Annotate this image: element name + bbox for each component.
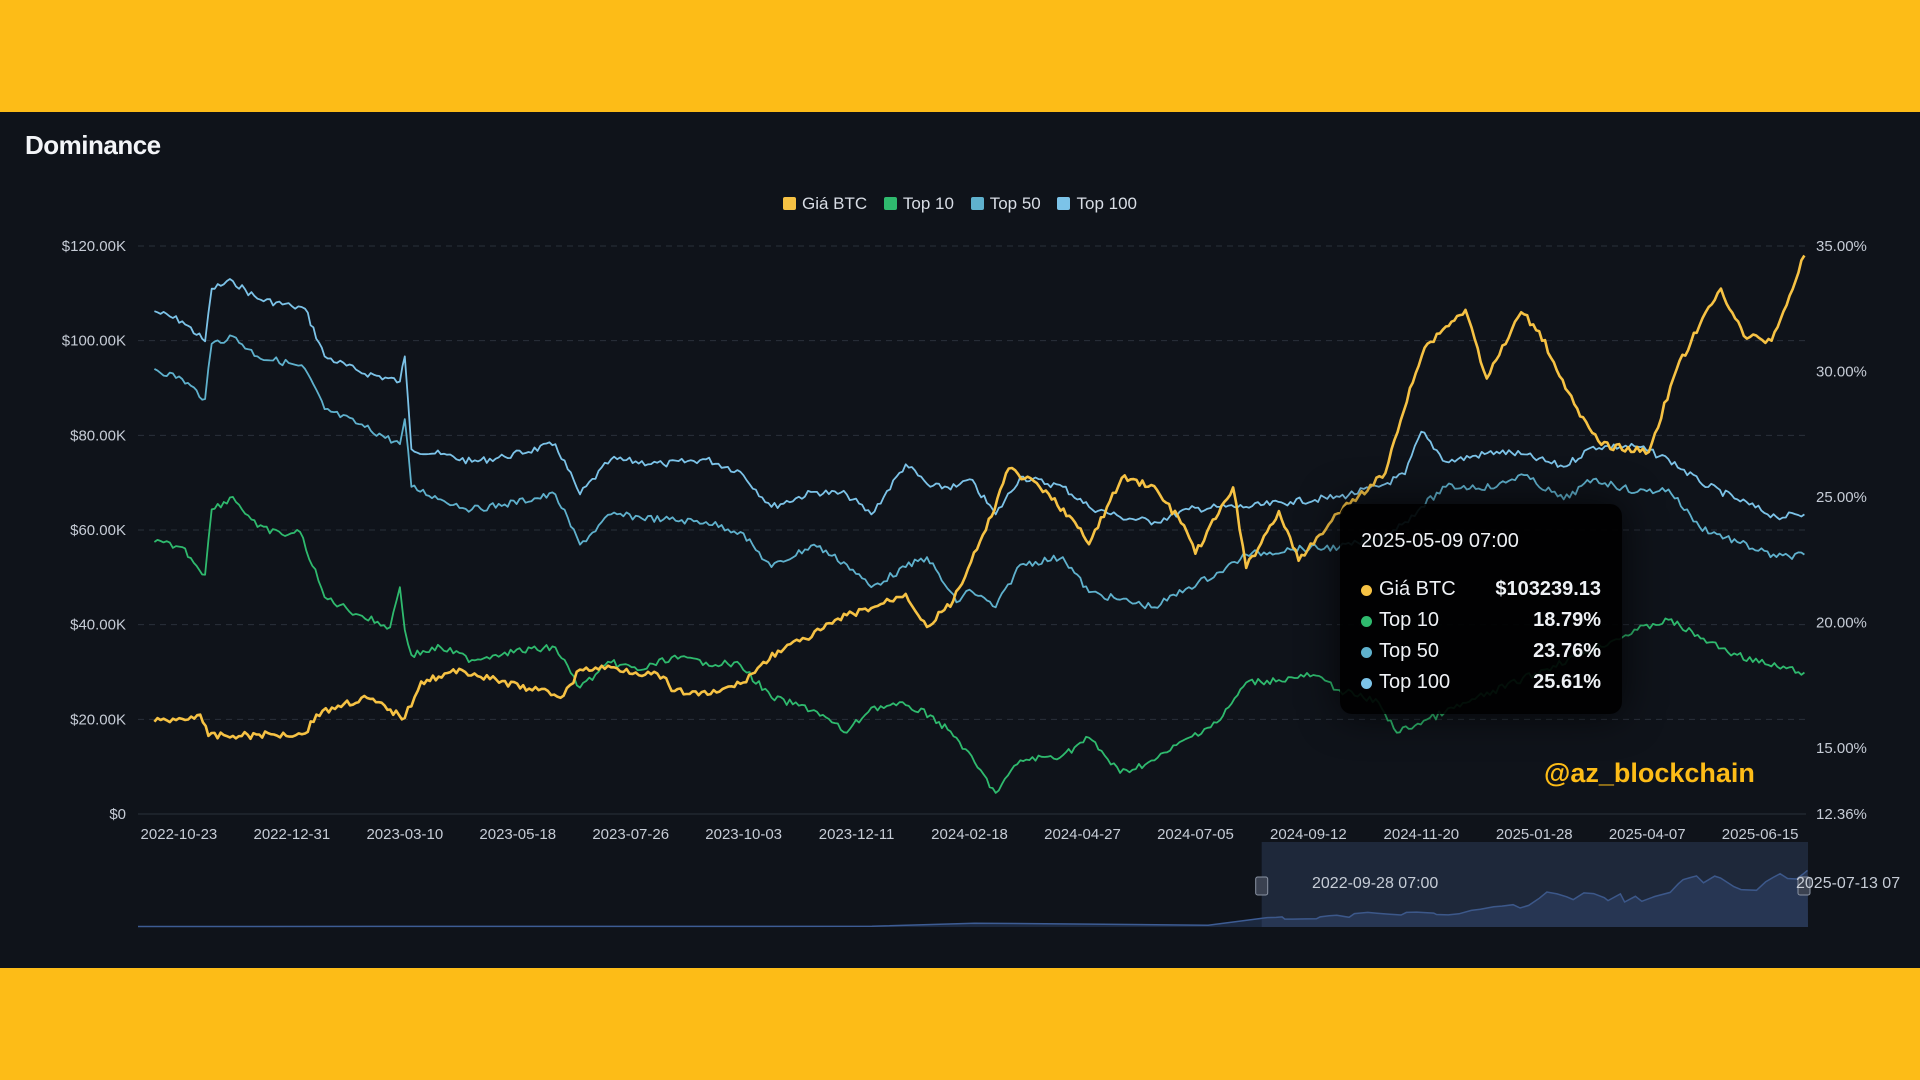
x-axis-tick-label: 2024-02-18	[931, 826, 1008, 843]
navigator-area	[138, 870, 1808, 927]
legend-swatch-btc	[783, 197, 796, 210]
tooltip-value-top10: 18.79%	[1533, 609, 1601, 631]
right-axis-tick-label: 35.00%	[1816, 238, 1867, 255]
x-axis-tick-label: 2022-12-31	[254, 826, 331, 843]
tooltip-value-btc: $103239.13	[1495, 578, 1601, 600]
x-axis-tick-label: 2024-11-20	[1384, 826, 1460, 843]
chart-panel: Dominance Giá BTC Top 10 Top 50 Top 100 …	[0, 112, 1920, 968]
tooltip-value-top50: 23.76%	[1533, 640, 1601, 662]
left-axis-tick-label: $80.00K	[70, 427, 126, 444]
x-axis-tick-label: 2025-01-28	[1496, 826, 1573, 843]
legend-swatch-top50	[970, 197, 984, 210]
legend-label-top10: Top 10	[902, 194, 954, 213]
navigator-handle-left[interactable]	[1255, 876, 1269, 896]
x-axis-tick-label: 2023-12-11	[819, 826, 895, 843]
legend-item-top50[interactable]: Top 50	[970, 194, 1041, 214]
tooltip-dot-top10	[1361, 616, 1372, 627]
x-axis-labels: 2022-10-23 2022-12-31 2023-03-10 2023-05-18…	[141, 826, 1799, 843]
left-axis-labels: $0 $20.00K $40.00K $60.00K $80.00K $100.00K $1…	[62, 238, 126, 823]
tooltip-value-top100: 25.61%	[1533, 671, 1601, 693]
tooltip-label-top50: Top 50	[1379, 640, 1440, 662]
tooltip-row-top10: Top 10 18.79%	[1361, 609, 1601, 635]
navigator-handle-right[interactable]	[1797, 876, 1811, 896]
chart-title: Dominance	[25, 130, 161, 160]
x-axis-tick-label: 2023-07-26	[592, 826, 669, 843]
legend-swatch-top100	[1057, 197, 1071, 210]
right-axis-tick-label: 12.36%	[1816, 806, 1867, 823]
watermark: @az_blockchain	[1544, 758, 1755, 788]
x-axis-tick-label: 2023-10-03	[705, 826, 782, 843]
x-axis-tick-label: 2025-06-15	[1722, 826, 1799, 843]
left-axis-tick-label: $100.00K	[62, 333, 126, 350]
series-line-top100	[154, 278, 1805, 526]
left-axis-tick-label: $120.00K	[62, 238, 126, 255]
x-axis-tick-label: 2023-03-10	[366, 826, 443, 843]
navigator-selection	[1261, 842, 1808, 927]
right-axis-tick-label: 20.00%	[1816, 614, 1867, 631]
right-axis-tick-label: 15.00%	[1816, 740, 1867, 757]
legend-item-btc[interactable]: Giá BTC	[783, 194, 867, 214]
tooltip-dot-top100	[1361, 678, 1372, 689]
legend-swatch-top10	[883, 197, 897, 210]
x-axis-tick-label: 2024-04-27	[1044, 826, 1121, 843]
left-axis-tick-label: $40.00K	[70, 617, 126, 634]
x-axis-tick-label: 2023-05-18	[479, 826, 556, 843]
dominance-chart[interactable]: $0 $20.00K $40.00K $60.00K $80.00K $100.00K $1…	[0, 112, 1920, 968]
right-axis-tick-label: 30.00%	[1816, 363, 1867, 380]
grid-layer	[138, 245, 1806, 815]
x-axis-tick-label: 2022-10-23	[141, 826, 218, 843]
x-axis-tick-label: 2024-09-12	[1270, 826, 1347, 843]
left-axis-tick-label: $60.00K	[70, 522, 126, 539]
tooltip-label-top10: Top 10	[1379, 609, 1440, 631]
navigator[interactable]	[137, 842, 1811, 928]
navigator-end-label: 2025-07-13 07	[1796, 875, 1901, 892]
left-axis-tick-label: $20.00K	[70, 711, 126, 728]
tooltip-label-btc: Giá BTC	[1379, 578, 1456, 600]
tooltip-row-top100: Top 100 25.61%	[1361, 671, 1601, 697]
series-line-top50	[153, 334, 1805, 610]
legend-item-top10[interactable]: Top 10	[883, 194, 954, 214]
legend-label-top50: Top 50	[989, 194, 1041, 213]
tooltip-dot-btc	[1361, 585, 1372, 596]
legend-label-top100: Top 100	[1076, 194, 1137, 213]
x-axis-tick-label: 2025-04-07	[1609, 826, 1686, 843]
tooltip-row-top50: Top 50 23.76%	[1361, 640, 1601, 666]
tooltip-row-btc: Giá BTC $103239.13	[1361, 578, 1601, 604]
legend-label-btc: Giá BTC	[802, 194, 868, 213]
left-axis-tick-label: $0	[109, 806, 126, 823]
tooltip-label-top100: Top 100	[1379, 671, 1451, 693]
legend: Giá BTC Top 10 Top 50 Top 100	[0, 194, 1920, 214]
navigator-line	[137, 869, 1808, 928]
x-axis-tick-label: 2024-07-05	[1157, 826, 1234, 843]
tooltip: 2025-05-09 07:00 Giá BTC $103239.13 Top …	[1340, 504, 1622, 714]
right-axis-tick-label: 25.00%	[1816, 489, 1867, 506]
right-axis-labels: 12.36% 15.00% 20.00% 25.00% 30.00% 35.00%	[1816, 238, 1867, 823]
series-line-btc	[153, 254, 1806, 741]
navigator-start-label: 2022-09-28 07:00	[1312, 875, 1439, 892]
tooltip-dot-top50	[1361, 647, 1372, 658]
tooltip-title: 2025-05-09 07:00	[1361, 530, 1519, 552]
legend-item-top100[interactable]: Top 100	[1057, 194, 1137, 214]
